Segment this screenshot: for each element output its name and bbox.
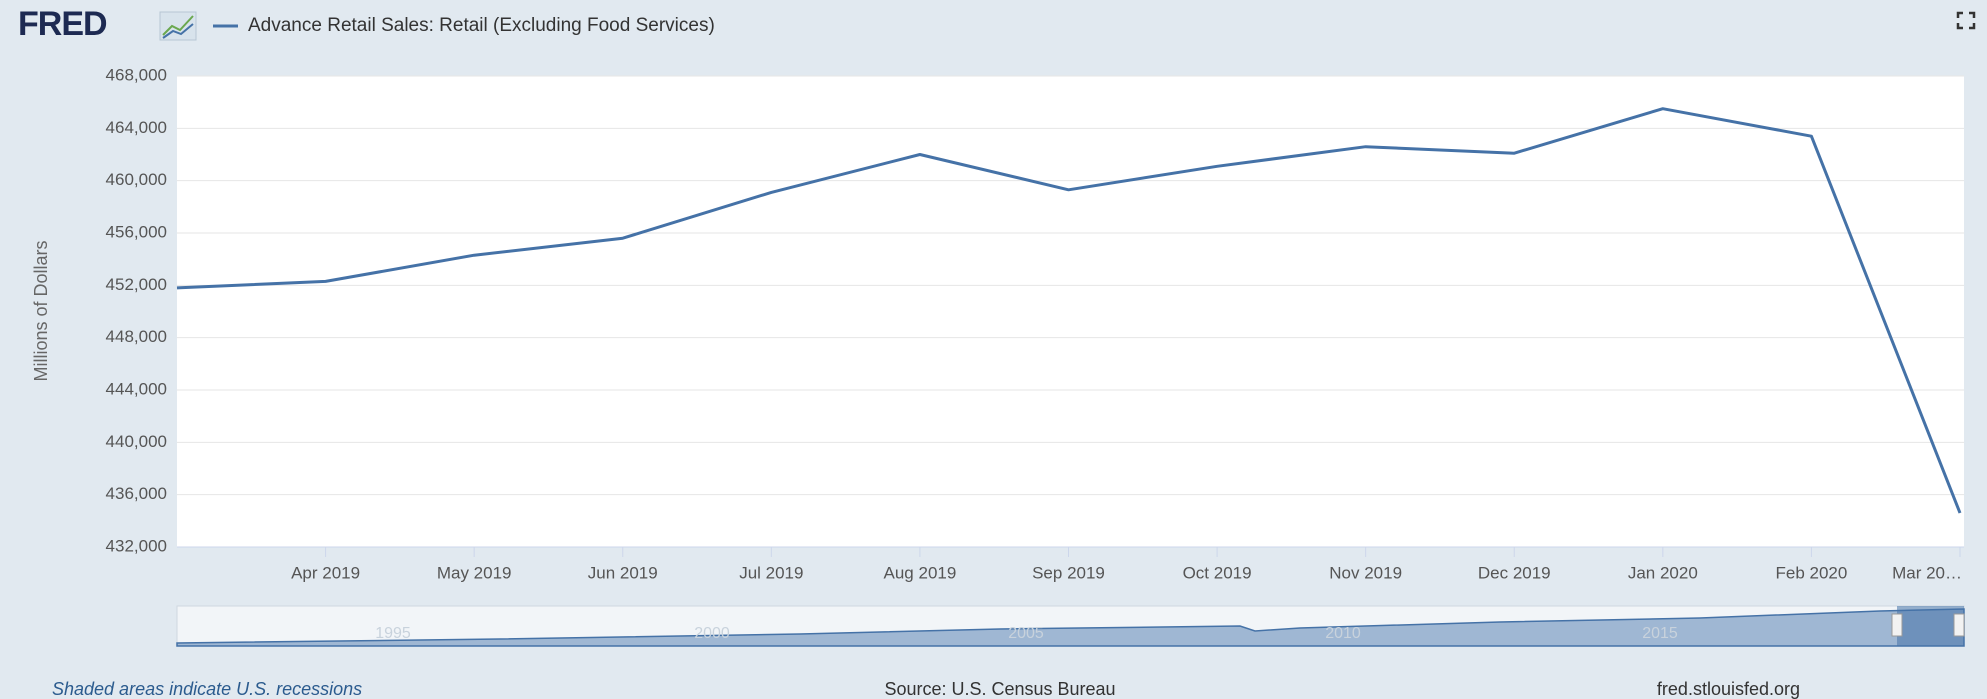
x-tick-label: Oct 2019 [1183, 563, 1252, 582]
x-tick-label: Apr 2019 [291, 563, 360, 582]
x-tick-label: Feb 2020 [1775, 563, 1847, 582]
y-axis-label: Millions of Dollars [31, 240, 51, 381]
footer-note[interactable]: Shaded areas indicate U.S. recessions [52, 679, 362, 699]
x-tick-label: May 2019 [437, 563, 512, 582]
footer-source: Source: U.S. Census Bureau [884, 679, 1115, 699]
y-tick-label: 432,000 [106, 536, 167, 555]
series-line [176, 107, 1962, 514]
logo: FRED [18, 5, 107, 43]
navigator-label: 2010 [1325, 625, 1361, 642]
logo-icon [159, 11, 197, 41]
x-tick-label: Jun 2019 [588, 563, 658, 582]
fullscreen-icon[interactable] [1956, 11, 1976, 30]
navigator-label: 2005 [1008, 625, 1044, 642]
x-tick-label: Sep 2019 [1032, 563, 1105, 582]
x-tick-label: Dec 2019 [1478, 563, 1551, 582]
y-tick-label: 436,000 [106, 484, 167, 503]
footer-site[interactable]: fred.stlouisfed.org [1657, 679, 1800, 699]
y-tick-label: 456,000 [106, 222, 167, 241]
y-tick-label: 440,000 [106, 432, 167, 451]
y-tick-label: 460,000 [106, 170, 167, 189]
x-tick-label: Jan 2020 [1628, 563, 1698, 582]
navigator-label: 2015 [1642, 625, 1678, 642]
navigator-selection [1897, 606, 1964, 646]
x-tick-label: Nov 2019 [1329, 563, 1402, 582]
navigator-label: 1995 [375, 625, 411, 642]
x-tick-label: Jul 2019 [739, 563, 803, 582]
y-tick-label: 464,000 [106, 118, 167, 137]
navigator-handle[interactable] [1953, 613, 1965, 637]
y-tick-label: 444,000 [106, 379, 167, 398]
navigator-label: 2000 [694, 625, 730, 642]
navigator-handle[interactable] [1891, 613, 1903, 637]
plot-area [177, 76, 1964, 547]
x-tick-label: Aug 2019 [884, 563, 957, 582]
x-tick-label: Mar 20… [1892, 563, 1962, 582]
y-tick-label: 452,000 [106, 275, 167, 294]
y-tick-label: 448,000 [106, 327, 167, 346]
legend-entry: Advance Retail Sales: Retail (Excluding … [248, 15, 715, 36]
navigator[interactable]: 1995 2000 2005 2010 2015 [176, 605, 1965, 647]
y-tick-label: 468,000 [106, 65, 167, 84]
